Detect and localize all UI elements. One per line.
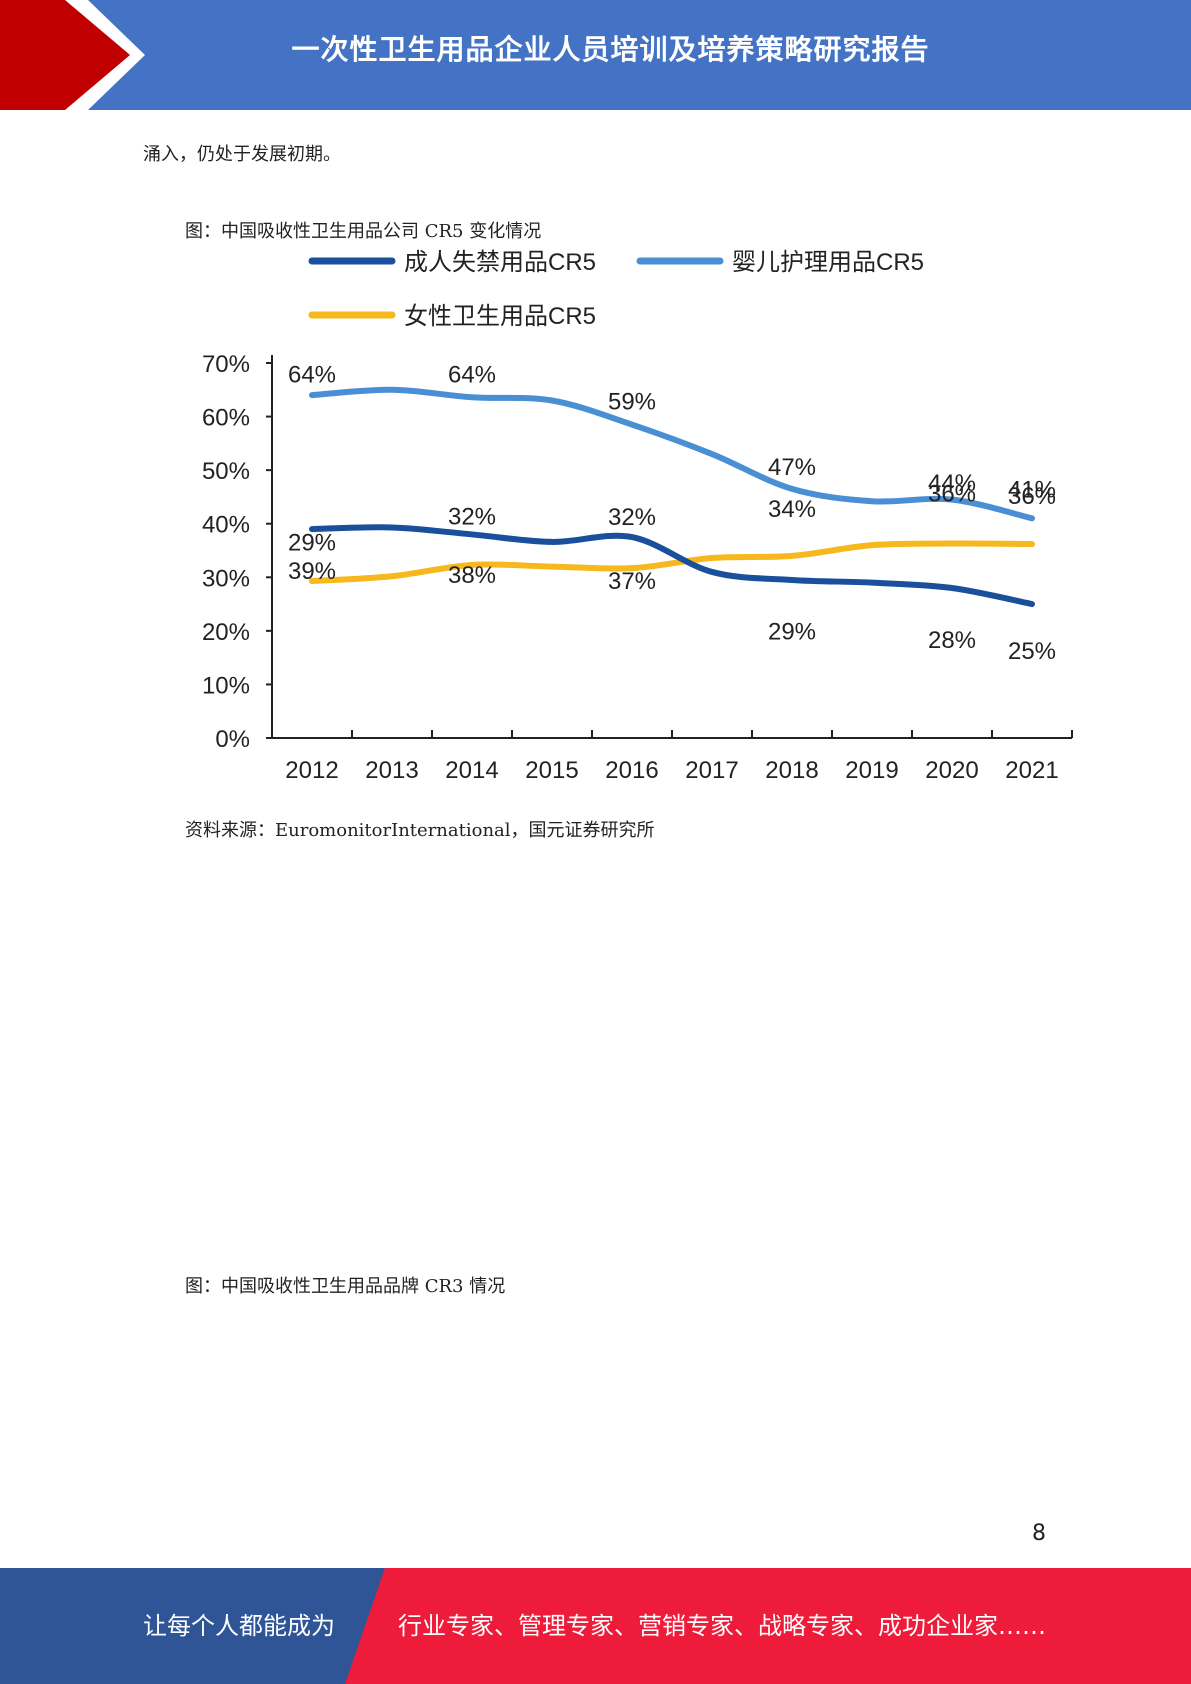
y-tick-label: 10% (202, 672, 250, 699)
intro-paragraph: 涌入，仍处于发展初期。 (143, 144, 341, 165)
figure1-caption: 图：中国吸收性卫生用品公司 CR5 变化情况 (185, 221, 542, 242)
figure1-source: 资料来源：EuromonitorInternational，国元证券研究所 (185, 820, 655, 841)
x-tick-label: 2013 (365, 757, 418, 784)
chart-axes: 0% 10% 20% 30% 40% 50% 60% 70% 2012 2013 2014 2015 2… (202, 351, 1073, 784)
legend-label-0: 成人失禁用品CR5 (404, 249, 596, 276)
data-label: 29% (288, 529, 336, 556)
x-tick-label: 2019 (845, 757, 898, 784)
legend-label-2: 女性卫生用品CR5 (404, 303, 596, 330)
data-label: 64% (448, 362, 496, 389)
series-line-0 (309, 524, 1035, 608)
x-tick-label: 2016 (605, 757, 658, 784)
page-header: 一次性卫生用品企业人员培训及培养策略研究报告 (0, 0, 1191, 110)
cr5-line-chart: 成人失禁用品CR5 婴儿护理用品CR5 女性卫生用品CR5 0% 10% 20% 30% 4… (202, 249, 1073, 784)
x-tick-label: 2015 (525, 757, 578, 784)
data-label: 41% (1008, 476, 1056, 503)
y-tick-label: 60% (202, 405, 250, 432)
data-label: 37% (608, 568, 656, 595)
header-decoration (0, 0, 1191, 110)
y-tick-label: 70% (202, 351, 250, 378)
data-label: 28% (928, 627, 976, 654)
series-line-2 (309, 540, 1035, 585)
x-tick-label: 2014 (445, 757, 498, 784)
figure2-caption: 图：中国吸收性卫生用品品牌 CR3 情况 (185, 1276, 506, 1297)
report-title: 一次性卫生用品企业人员培训及培养策略研究报告 (291, 33, 930, 66)
y-tick-label: 20% (202, 619, 250, 646)
data-label: 64% (288, 362, 336, 389)
x-tick-label: 2021 (1005, 757, 1058, 784)
chart-legend: 成人失禁用品CR5 婴儿护理用品CR5 女性卫生用品CR5 (308, 249, 924, 330)
data-label: 36% (928, 481, 976, 508)
chart-data-labels: 64% 64% 59% 47% 44% 41% 29% 32% 32% 34% 36% 36% 39% 3… (288, 362, 1056, 665)
footer-slogan-left: 让每个人都能成为 (143, 1612, 335, 1640)
x-tick-label: 2018 (765, 757, 818, 784)
page-footer: 让每个人都能成为 行业专家、管理专家、营销专家、战略专家、成功企业家…… (0, 1568, 1191, 1684)
data-label: 59% (608, 389, 656, 416)
data-label: 47% (768, 454, 816, 481)
y-tick-label: 30% (202, 565, 250, 592)
data-label: 36% (1008, 483, 1056, 510)
data-label: 29% (768, 618, 816, 645)
legend-label-1: 婴儿护理用品CR5 (732, 249, 924, 276)
data-label: 34% (768, 496, 816, 523)
y-tick-label: 0% (215, 726, 250, 753)
x-tick-label: 2017 (685, 757, 738, 784)
data-label: 44% (928, 470, 976, 497)
data-label: 32% (608, 504, 656, 531)
page-number: 8 (1032, 1521, 1046, 1546)
x-tick-label: 2012 (285, 757, 338, 784)
chart-lines (309, 386, 1035, 608)
data-label: 38% (448, 562, 496, 589)
data-label: 39% (288, 558, 336, 585)
data-label: 25% (1008, 638, 1056, 665)
series-line-1 (309, 386, 1035, 522)
data-label: 32% (448, 504, 496, 531)
x-tick-label: 2020 (925, 757, 978, 784)
footer-decoration (0, 1568, 1191, 1684)
y-tick-label: 50% (202, 458, 250, 485)
y-tick-label: 40% (202, 512, 250, 539)
footer-slogan-right: 行业专家、管理专家、营销专家、战略专家、成功企业家…… (398, 1612, 1046, 1640)
